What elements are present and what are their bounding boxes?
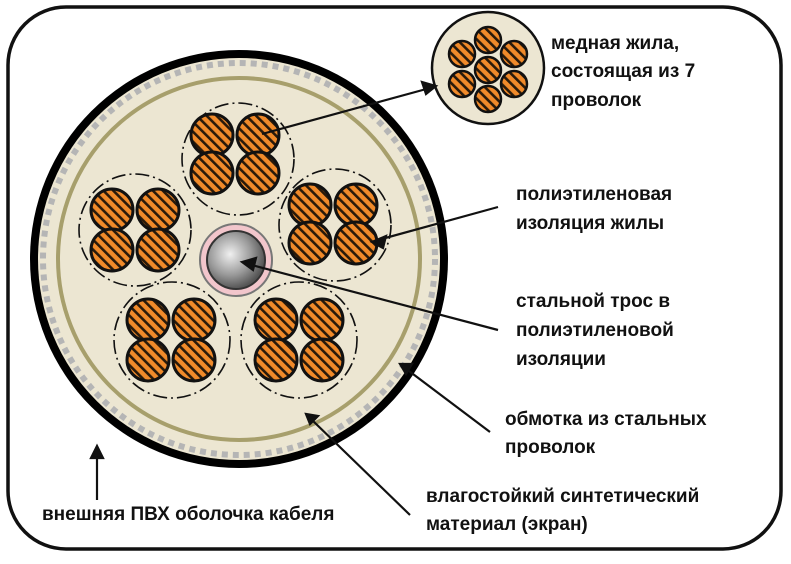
- label-steel-wrap: обмотка из стальных проволок: [505, 409, 712, 458]
- wire: [235, 112, 281, 158]
- steel-cable: [199, 223, 273, 297]
- wire: [189, 112, 235, 158]
- copper-core-inset: [430, 10, 546, 126]
- core-top: [181, 102, 295, 216]
- label-pvc-sheath: внешняя ПВХ оболочка кабеля: [42, 504, 334, 525]
- leader-lines: [89, 80, 499, 516]
- screen-ring: [56, 76, 422, 442]
- core-bottom-right: [240, 281, 358, 399]
- label-pe-insulation: полиэтиленовая изоляция жилы: [516, 184, 677, 234]
- label-steel-cable: стальной трос в полиэтиленовой изоляции: [516, 291, 679, 370]
- label-screen: влагостойкий синтетический материал (экр…: [426, 486, 705, 535]
- steel-wire-wrap: [40, 60, 438, 458]
- wire: [189, 150, 235, 196]
- wire: [235, 150, 281, 196]
- core-right: [278, 168, 392, 282]
- label-copper-core: медная жила, состоящая из 7 проволок: [551, 33, 700, 111]
- core-left: [78, 173, 192, 287]
- core-bottom-left: [113, 281, 231, 399]
- cable-cross-section: [30, 50, 448, 468]
